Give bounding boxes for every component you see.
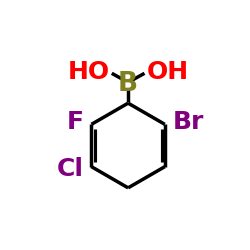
Text: Cl: Cl xyxy=(56,156,83,180)
Text: B: B xyxy=(118,71,138,97)
Text: HO: HO xyxy=(68,60,110,84)
Text: F: F xyxy=(66,110,83,134)
Text: OH: OH xyxy=(146,60,188,84)
Text: Br: Br xyxy=(173,110,204,134)
